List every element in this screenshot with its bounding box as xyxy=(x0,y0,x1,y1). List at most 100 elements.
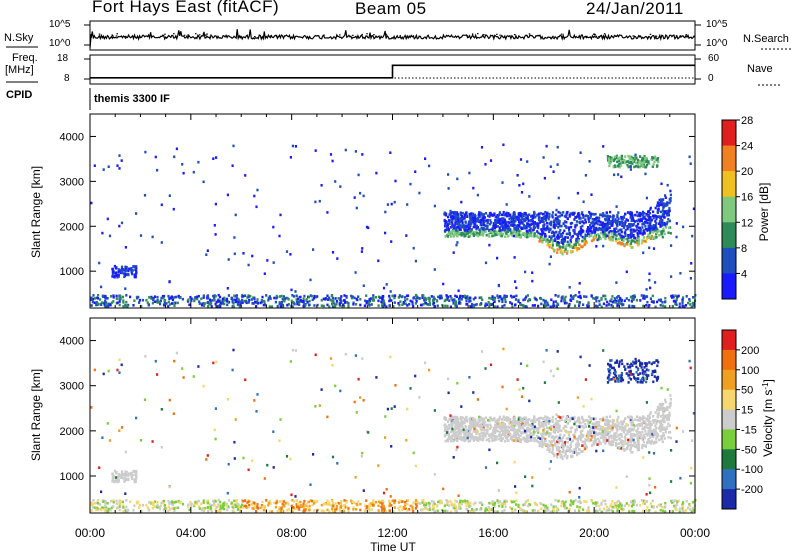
power-cell xyxy=(368,298,371,301)
power-cell xyxy=(489,230,492,233)
power-cell xyxy=(610,298,613,301)
power-cell xyxy=(550,223,553,227)
velocity-cell xyxy=(643,366,646,369)
power-cell xyxy=(279,305,283,308)
power-cell xyxy=(578,302,581,306)
noise-right-tick-bottom: 10^0 xyxy=(706,38,728,49)
velocity-cell xyxy=(550,443,553,446)
velocity-cell xyxy=(659,429,662,433)
velocity-cell xyxy=(505,436,508,440)
velocity-cell xyxy=(648,416,652,419)
velocity-cell xyxy=(657,408,660,412)
power-cell xyxy=(587,304,590,308)
power-cell xyxy=(533,211,536,215)
power-cell xyxy=(390,299,393,302)
velocity-cell xyxy=(475,430,478,434)
power-cell xyxy=(584,242,587,246)
power-cell xyxy=(606,155,609,158)
velocity-cell xyxy=(414,502,418,506)
velocity-cell xyxy=(544,415,547,418)
power-cell xyxy=(338,301,341,305)
power-cell xyxy=(647,210,650,213)
power-cell xyxy=(622,235,625,239)
velocity-cell xyxy=(534,420,537,423)
velocity-cell xyxy=(173,501,176,504)
power-cell xyxy=(625,160,628,163)
power-cell xyxy=(479,214,482,217)
power-cell xyxy=(579,229,582,233)
velocity-cell xyxy=(610,436,613,440)
velocity-cell xyxy=(624,425,627,428)
power-cell xyxy=(618,165,621,169)
power-cell xyxy=(269,297,272,300)
velocity-cell xyxy=(447,420,450,423)
cpid-label: CPID xyxy=(6,89,33,101)
power-cell xyxy=(596,222,599,226)
power-cell xyxy=(480,233,483,237)
power-cell xyxy=(457,302,461,305)
power-cell xyxy=(104,299,107,303)
velocity-cell xyxy=(536,434,539,438)
power-cell xyxy=(517,298,520,302)
power-cell xyxy=(615,220,618,223)
power-cell xyxy=(445,226,449,230)
power-cell xyxy=(546,221,549,225)
velocity-cell xyxy=(541,445,544,449)
velocity-cell xyxy=(568,433,571,437)
noise-search-dot xyxy=(116,33,118,35)
power-cell xyxy=(466,232,469,235)
velocity-cell xyxy=(548,426,551,430)
power-cell xyxy=(458,222,461,226)
velocity-cell xyxy=(644,444,647,447)
velocity-cell xyxy=(576,417,580,420)
power-cell xyxy=(462,232,465,236)
power-cell xyxy=(135,269,138,273)
power-cell xyxy=(692,304,695,307)
power-cell xyxy=(392,305,395,308)
power-cell xyxy=(623,244,626,248)
power-cell xyxy=(650,218,653,222)
power-cell xyxy=(414,297,418,301)
power-cell xyxy=(593,226,596,230)
velocity-cell xyxy=(513,435,516,438)
power-cell xyxy=(494,219,497,222)
velocity-cell xyxy=(641,381,644,384)
power-cell xyxy=(647,305,650,308)
power-cell xyxy=(544,238,547,241)
power-cell xyxy=(627,234,630,237)
power-cell xyxy=(125,294,128,297)
power-cell xyxy=(123,268,126,271)
velocity-cell xyxy=(573,437,576,440)
velocity-cell xyxy=(658,419,661,423)
velocity-cell xyxy=(643,416,646,420)
velocity-cell xyxy=(539,442,542,446)
power-cell xyxy=(112,294,115,297)
power-cell xyxy=(630,155,633,159)
power-cell xyxy=(589,224,592,227)
velocity-cell xyxy=(646,376,649,379)
power-cell xyxy=(630,157,633,161)
power-cell xyxy=(513,217,517,220)
power-cell xyxy=(214,233,217,236)
velocity-cell xyxy=(665,427,668,430)
velocity-cell xyxy=(584,444,588,448)
power-cell xyxy=(538,215,541,218)
velocity-cell xyxy=(466,419,469,423)
power-cell xyxy=(667,212,670,215)
power-cell xyxy=(433,297,436,301)
power-cell xyxy=(207,296,210,300)
power-cell xyxy=(581,224,584,228)
power-cell xyxy=(122,305,125,308)
power-cell xyxy=(629,168,632,171)
noise-right-tick-top: 10^5 xyxy=(706,19,728,30)
velocity-cell xyxy=(633,441,636,444)
power-cell xyxy=(576,212,580,216)
velocity-cell xyxy=(626,442,629,445)
power-cell xyxy=(516,215,519,219)
power-cell xyxy=(311,294,314,298)
velocity-cell xyxy=(535,439,538,442)
velocity-cell xyxy=(550,441,553,445)
velocity-cell xyxy=(546,442,549,446)
power-cell xyxy=(553,304,556,308)
velocity-cell xyxy=(547,445,550,449)
